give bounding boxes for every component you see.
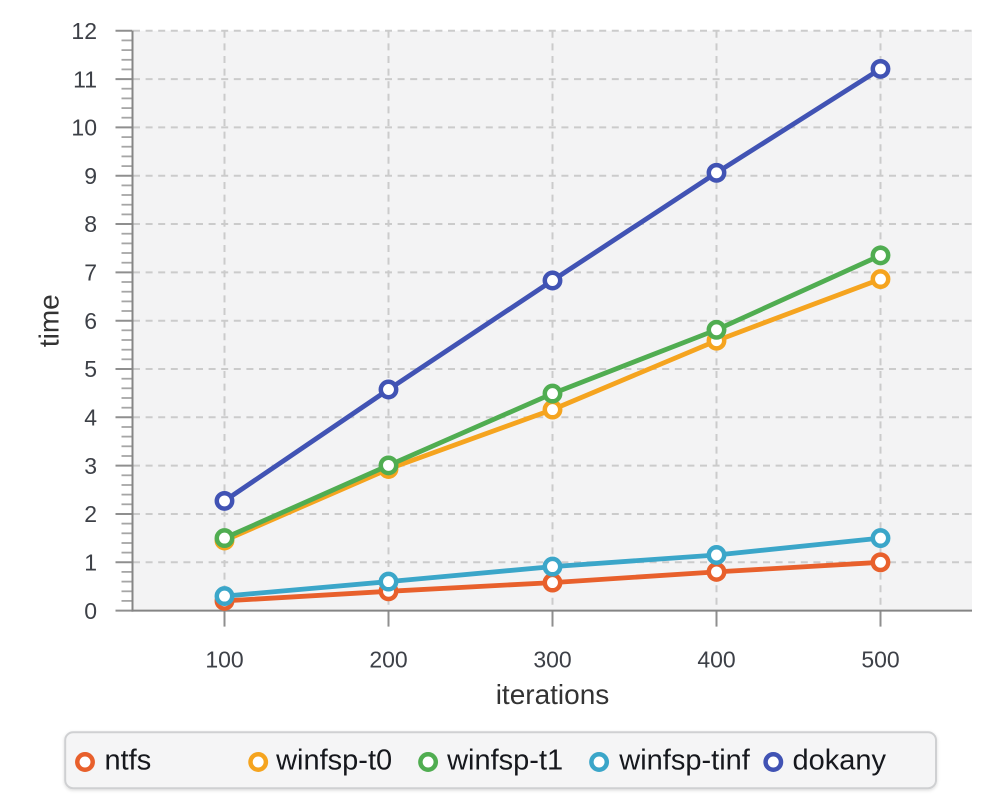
svg-text:7: 7: [84, 260, 97, 286]
svg-text:12: 12: [71, 18, 97, 44]
svg-text:winfsp-tinf: winfsp-tinf: [618, 745, 750, 777]
svg-text:100: 100: [205, 647, 243, 673]
svg-text:0: 0: [84, 598, 97, 624]
svg-text:9: 9: [84, 163, 97, 189]
svg-text:400: 400: [697, 647, 735, 673]
svg-text:time: time: [34, 294, 65, 347]
svg-text:winfsp-t1: winfsp-t1: [446, 745, 563, 777]
svg-text:10: 10: [71, 115, 97, 141]
svg-text:2: 2: [84, 501, 97, 527]
svg-text:300: 300: [533, 647, 571, 673]
svg-text:11: 11: [73, 66, 97, 92]
svg-text:200: 200: [369, 647, 407, 673]
svg-text:5: 5: [84, 356, 97, 382]
svg-text:winfsp-t0: winfsp-t0: [275, 745, 392, 777]
svg-text:dokany: dokany: [793, 745, 887, 777]
svg-text:8: 8: [84, 211, 97, 237]
svg-text:4: 4: [84, 405, 97, 431]
svg-text:500: 500: [861, 647, 899, 673]
svg-text:1: 1: [84, 550, 97, 576]
svg-text:iterations: iterations: [496, 679, 610, 710]
svg-text:ntfs: ntfs: [105, 745, 152, 777]
svg-text:3: 3: [84, 453, 97, 479]
svg-text:6: 6: [84, 308, 97, 334]
